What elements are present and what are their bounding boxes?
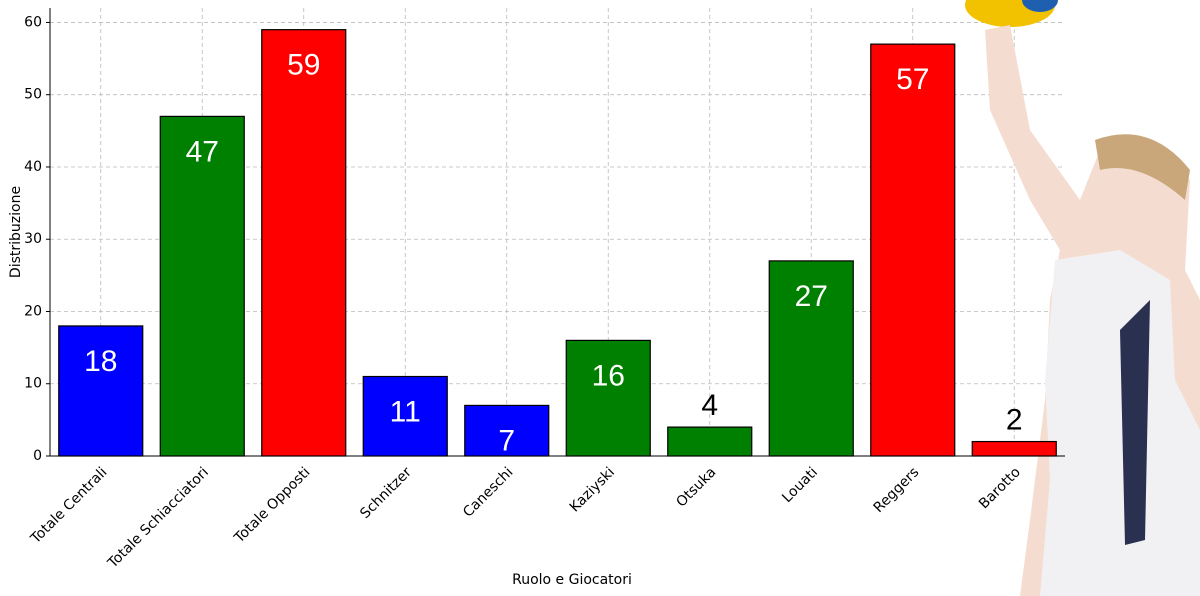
bar: [58, 325, 144, 457]
x-tick-label: Totale Schiacciatori: [104, 464, 212, 572]
x-tick-label: Otsuka: [673, 464, 719, 510]
bar: [159, 115, 245, 457]
value-label: 16: [592, 359, 625, 392]
player-photo: [965, 0, 1200, 596]
value-label: 18: [84, 345, 117, 378]
x-tick-label: Louati: [779, 464, 821, 506]
x-tick-label: Caneschi: [460, 464, 516, 520]
bar: [261, 29, 347, 457]
x-tick-label: Schnitzer: [357, 464, 415, 522]
bar: [971, 440, 1057, 457]
bar: [667, 426, 753, 457]
value-label: 57: [896, 63, 929, 96]
bar: [870, 43, 956, 457]
y-tick-label: 0: [33, 448, 42, 464]
value-label: 7: [498, 424, 515, 457]
x-tick-label: Barotto: [976, 464, 1024, 512]
x-tick-label: Totale Opposti: [231, 464, 314, 547]
x-tick-label: Kaziyski: [567, 464, 618, 515]
value-label: 4: [701, 389, 718, 422]
y-tick-label: 10: [24, 376, 42, 392]
bar: [565, 339, 651, 457]
y-tick-label: 50: [24, 87, 42, 103]
value-label: 47: [186, 135, 219, 168]
y-tick-label: 30: [24, 231, 42, 247]
y-tick-label: 20: [24, 303, 42, 319]
x-tick-label: Reggers: [871, 464, 923, 516]
y-axis-title: Distribuzione: [8, 186, 24, 278]
bar: [464, 404, 550, 457]
value-label: 11: [390, 395, 421, 428]
x-tick-label: Totale Centrali: [27, 464, 110, 547]
value-label: 2: [1006, 403, 1023, 436]
bar: [768, 260, 854, 457]
value-label: 27: [795, 280, 828, 313]
y-tick-label: 60: [24, 14, 42, 30]
x-axis-title: Ruolo e Giocatori: [512, 572, 632, 588]
value-label: 59: [287, 49, 320, 82]
bar: [362, 375, 448, 457]
y-tick-label: 40: [24, 159, 42, 175]
